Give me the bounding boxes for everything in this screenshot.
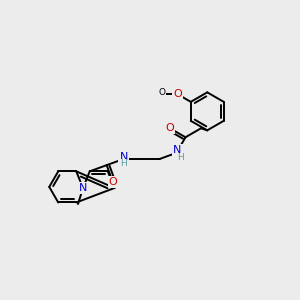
Text: N: N: [119, 152, 128, 162]
Text: N: N: [79, 183, 87, 193]
Text: O: O: [166, 123, 174, 133]
Text: O: O: [158, 88, 166, 97]
Text: H: H: [177, 153, 184, 162]
Text: O: O: [173, 89, 182, 99]
Text: O: O: [108, 177, 117, 187]
Text: N: N: [173, 145, 182, 155]
Text: H: H: [120, 160, 127, 169]
